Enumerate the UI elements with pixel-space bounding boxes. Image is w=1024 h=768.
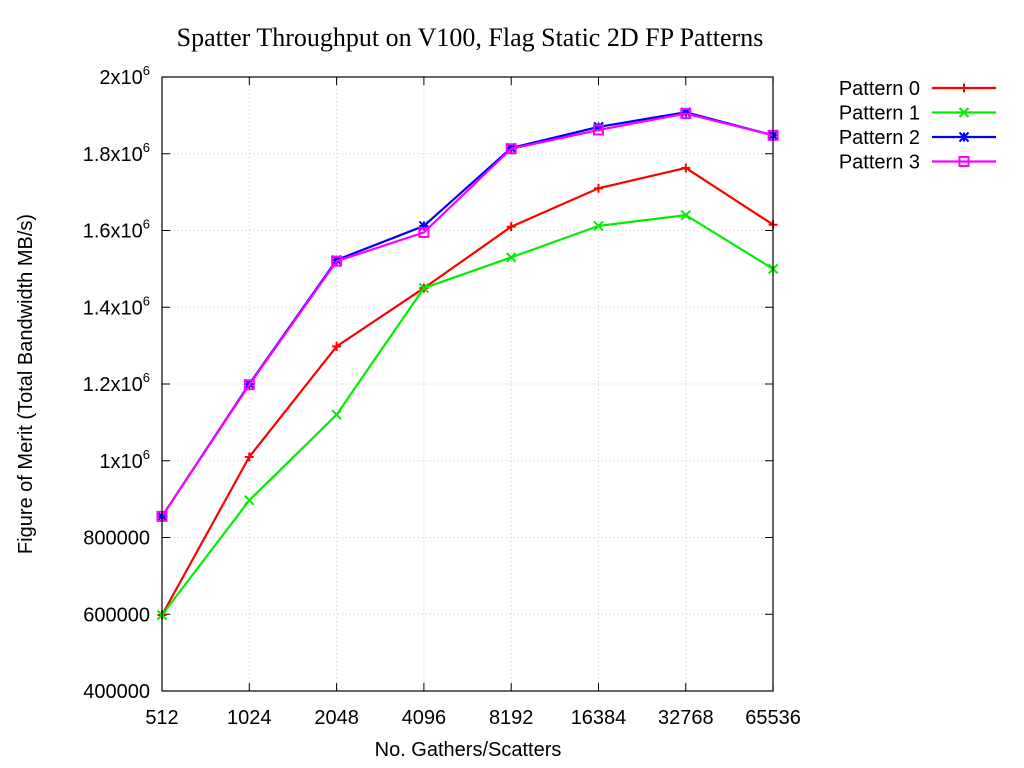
y-tick-label: 800000 [83, 528, 150, 550]
legend-label: Pattern 0 [839, 78, 920, 100]
legend-marker [958, 131, 970, 143]
legend-label: Pattern 2 [839, 127, 920, 149]
series-line [161, 112, 774, 518]
data-point [332, 341, 342, 351]
legend-marker [958, 156, 970, 167]
y-tick-label: 1.8x106 [83, 140, 150, 166]
y-axis-ticks: 400000 600000 800000 1x106 1.2x106 1.4x106 1.6… [83, 63, 773, 703]
series-line [161, 111, 774, 518]
legend-label: Pattern 3 [839, 152, 920, 174]
x-axis-ticks: 512 1024 2048 4096 8192 16384 32768 65536 [145, 77, 801, 729]
y-tick-label: 600000 [83, 604, 150, 626]
legend-marker [958, 107, 970, 118]
data-point [593, 124, 604, 136]
series-line [161, 166, 774, 616]
data-point [243, 379, 255, 391]
x-tick-label: 16384 [571, 707, 627, 729]
series-layer [156, 107, 779, 621]
x-tick-label: 512 [145, 707, 178, 729]
data-point [506, 222, 516, 232]
series-1 [156, 209, 779, 621]
data-point [418, 226, 430, 238]
series-line [161, 213, 774, 616]
data-point [593, 220, 604, 232]
x-tick-label: 1024 [227, 707, 272, 729]
y-tick-label: 400000 [83, 681, 150, 703]
y-tick-label: 2x106 [99, 63, 150, 89]
y-axis-label: Figure of Merit (Total Bandwidth MB/s) [15, 214, 37, 554]
y-tick-label: 1x106 [99, 447, 150, 473]
series-2 [156, 107, 779, 522]
y-tick-label: 1.4x106 [83, 293, 150, 319]
data-point [331, 255, 343, 267]
x-tick-label: 32768 [658, 707, 714, 729]
x-tick-label: 2048 [314, 707, 359, 729]
data-point [505, 143, 517, 155]
series-3 [156, 107, 779, 522]
y-tick-label: 1.2x106 [83, 370, 150, 396]
x-tick-label: 8192 [489, 707, 534, 729]
data-point [418, 282, 430, 294]
data-point [244, 495, 255, 506]
data-point [681, 163, 691, 173]
data-point [680, 107, 692, 119]
plot-frame [161, 76, 774, 692]
data-point [680, 209, 692, 221]
data-point [594, 183, 603, 193]
x-axis-label: No. Gathers/Scatters [375, 739, 562, 761]
data-point [331, 409, 342, 420]
y-tick-label: 1.6x106 [83, 217, 150, 243]
x-tick-label: 65536 [745, 707, 801, 729]
legend-label: Pattern 1 [839, 103, 920, 125]
data-point [505, 252, 517, 263]
series-0 [157, 163, 778, 620]
chart-title: Spatter Throughput on V100, Flag Static … [177, 23, 764, 52]
data-point [244, 452, 254, 462]
legend-marker [959, 83, 969, 93]
x-tick-label: 4096 [402, 707, 447, 729]
